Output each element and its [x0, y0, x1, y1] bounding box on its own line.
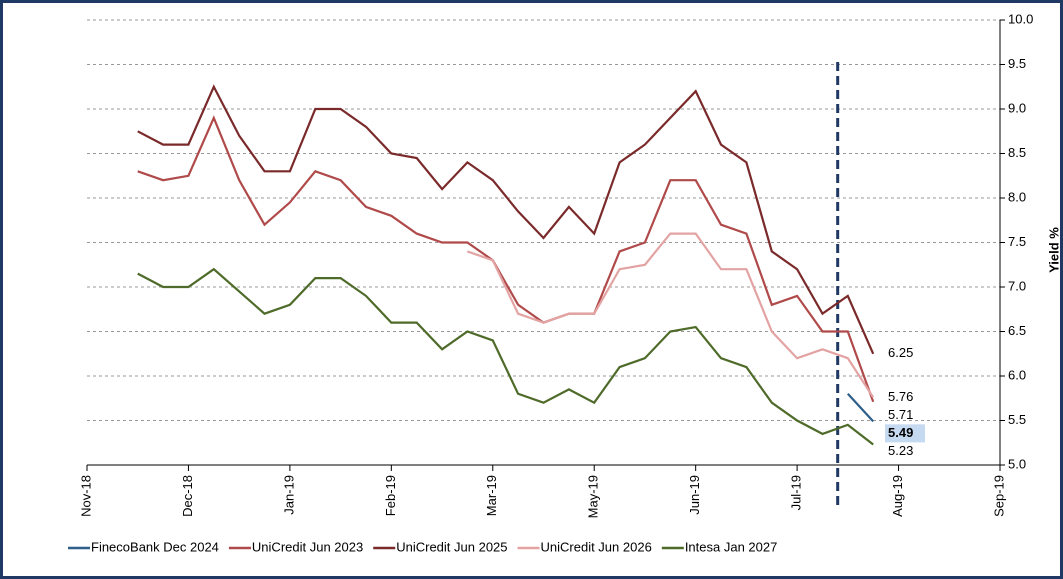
y-axis-title: Yield %: [1046, 227, 1061, 273]
x-tick-label: Aug-19: [890, 475, 905, 517]
end-label: 6.25: [888, 345, 913, 360]
end-label: 5.76: [888, 389, 913, 404]
label-highlight: [885, 424, 925, 443]
legend-label: UniCredit Jun 2026: [541, 539, 652, 554]
x-tick-label: Jun-19: [687, 475, 702, 515]
x-tick-label: Jan-19: [281, 475, 296, 515]
y-tick-label: 6.5: [1008, 323, 1026, 338]
series-line: [846, 393, 875, 423]
x-tick-label: Sep-19: [991, 475, 1006, 517]
legend-label: UniCredit Jun 2023: [252, 539, 363, 554]
x-tick-label: Jul-19: [789, 475, 804, 510]
end-label: 5.49: [888, 425, 913, 440]
x-tick-label: Mar-19: [484, 475, 499, 516]
y-tick-label: 6.0: [1008, 367, 1026, 382]
series-line: [137, 84, 875, 355]
x-tick-label: May-19: [586, 475, 601, 518]
series-line: [467, 232, 875, 398]
y-tick-label: 5.5: [1008, 412, 1026, 427]
end-label: 5.23: [888, 443, 913, 458]
y-tick-label: 7.5: [1008, 234, 1026, 249]
end-label: 5.71: [888, 407, 913, 422]
legend-label: Intesa Jan 2027: [685, 539, 778, 554]
y-tick-label: 7.0: [1008, 278, 1026, 293]
y-tick-label: 9.0: [1008, 100, 1026, 115]
y-tick-label: 5.0: [1008, 456, 1026, 471]
y-tick-label: 8.5: [1008, 145, 1026, 160]
legend-label: FinecoBank Dec 2024: [91, 539, 219, 554]
legend-label: UniCredit Jun 2025: [396, 539, 507, 554]
x-tick-label: Nov-18: [78, 475, 93, 517]
x-tick-label: Feb-19: [383, 475, 398, 516]
y-tick-label: 10.0: [1008, 11, 1033, 26]
x-tick-label: Dec-18: [180, 475, 195, 517]
series-line: [137, 267, 874, 446]
y-tick-label: 9.5: [1008, 56, 1026, 71]
y-tick-label: 8.0: [1008, 189, 1026, 204]
series-line: [137, 115, 875, 403]
legend: FinecoBank Dec 2024 UniCredit Jun 2023 Uni…: [68, 539, 777, 554]
